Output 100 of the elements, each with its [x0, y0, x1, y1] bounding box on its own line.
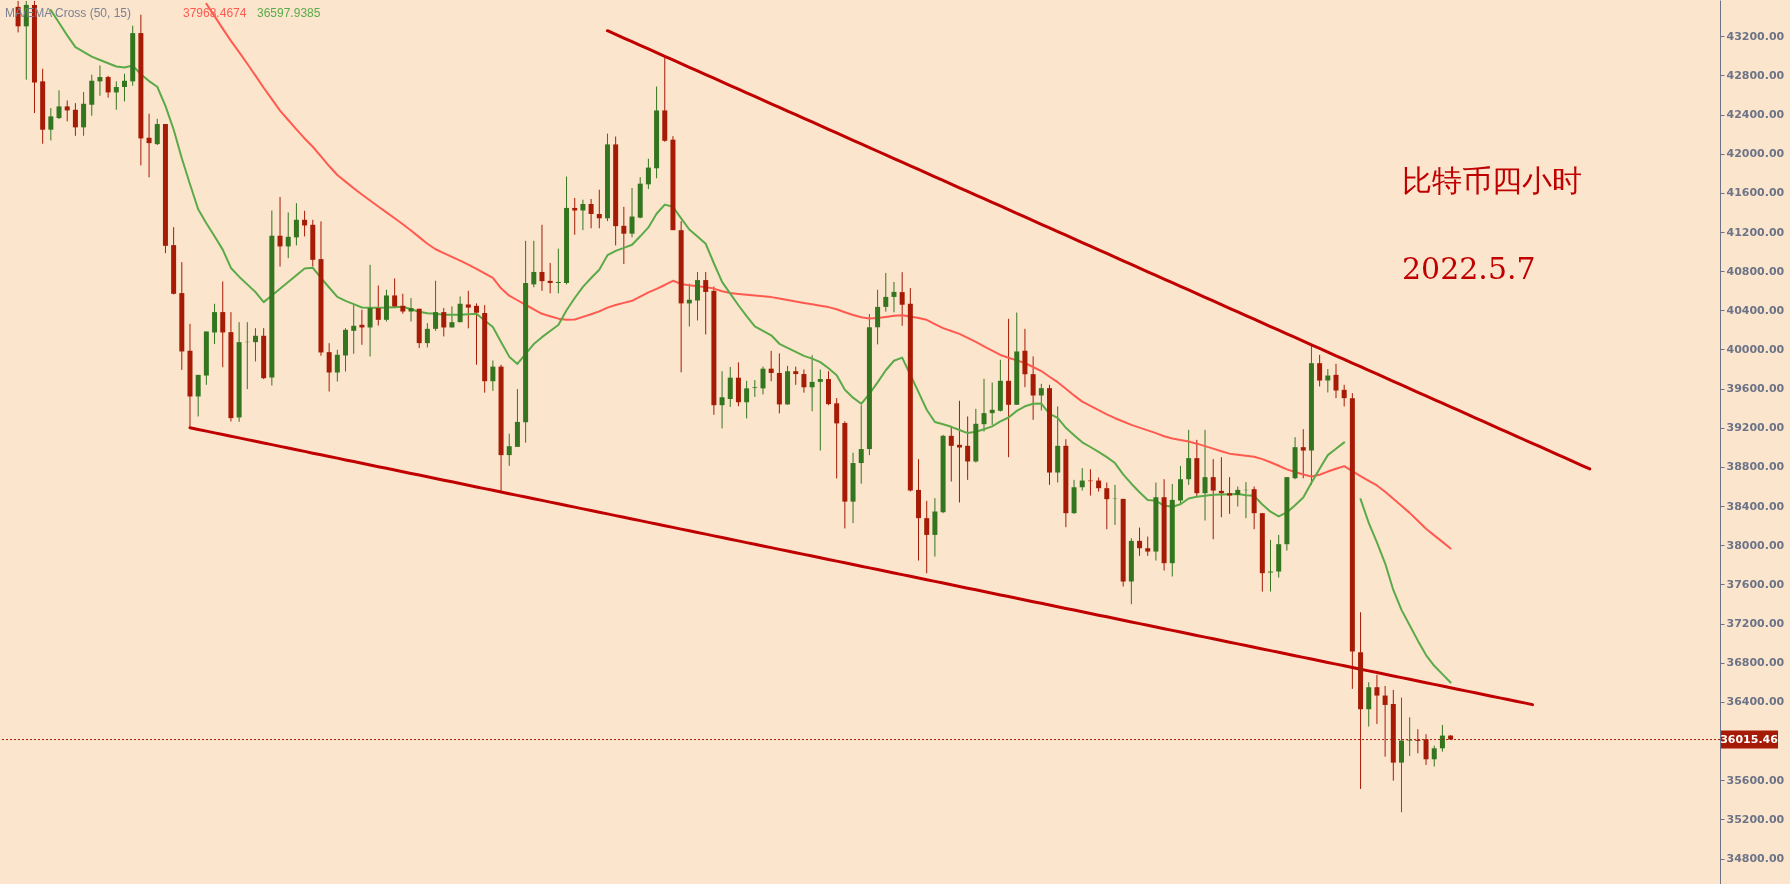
candlestick	[768, 350, 774, 382]
candlestick	[334, 349, 340, 382]
candlestick	[1366, 681, 1372, 728]
candlestick	[629, 187, 635, 238]
candlestick	[457, 295, 463, 323]
candlestick	[212, 303, 218, 345]
candlestick	[1317, 354, 1323, 387]
candlestick	[588, 198, 594, 229]
candlestick	[858, 404, 864, 485]
candlestick	[621, 206, 627, 265]
y-tick-label: 40000.00	[1726, 342, 1785, 356]
y-tick-label: 42800.00	[1726, 68, 1785, 82]
candlestick	[195, 374, 201, 417]
candlestick	[645, 158, 651, 190]
candlestick	[105, 75, 111, 99]
candlestick	[899, 271, 905, 327]
ref-line-label: 36015.46	[1720, 732, 1779, 746]
candlestick	[285, 211, 291, 259]
candlestick	[97, 64, 103, 97]
y-tick-label: 38000.00	[1726, 538, 1785, 552]
candlestick	[367, 264, 373, 357]
candlestick	[727, 366, 733, 408]
candlestick	[1145, 536, 1151, 557]
y-tick-label: 38400.00	[1726, 499, 1785, 513]
candlestick	[539, 224, 545, 292]
candlestick	[744, 380, 750, 419]
candlestick	[817, 368, 823, 452]
candlestick	[89, 74, 95, 117]
candlestick	[1006, 318, 1012, 458]
candlestick	[252, 327, 258, 362]
candlestick	[113, 80, 119, 111]
candlestick	[1341, 384, 1347, 407]
candlestick	[1038, 383, 1044, 411]
candlestick	[351, 304, 357, 355]
candlestick	[1186, 429, 1192, 486]
candlestick	[1439, 724, 1445, 753]
candlestick	[1177, 465, 1183, 506]
candlestick	[220, 280, 226, 368]
candlestick	[1251, 486, 1257, 530]
candlestick	[752, 379, 758, 398]
candlestick	[1374, 674, 1380, 725]
candlestick	[932, 497, 938, 558]
candlestick	[924, 500, 930, 574]
candlestick	[793, 366, 799, 386]
candlestick	[1333, 363, 1339, 399]
candlestick	[122, 73, 128, 102]
candlestick	[465, 290, 471, 329]
y-tick-label: 35200.00	[1726, 812, 1785, 826]
candlestick	[81, 91, 87, 137]
y-tick-label: 43200.00	[1726, 29, 1785, 43]
y-tick-label: 36800.00	[1726, 656, 1785, 670]
candlestick	[891, 281, 897, 313]
candlestick	[875, 289, 881, 345]
candlestick	[1210, 458, 1216, 540]
candlestick	[326, 342, 332, 392]
candlestick	[56, 89, 62, 120]
candlestick	[703, 271, 709, 335]
y-tick-label: 37600.00	[1726, 577, 1785, 591]
candlestick	[1227, 476, 1233, 515]
candlestick	[375, 284, 381, 326]
y-tick-label: 42000.00	[1726, 147, 1785, 161]
y-tick-label: 39200.00	[1726, 421, 1785, 435]
y-tick-label: 34800.00	[1726, 852, 1785, 866]
candlestick	[965, 415, 971, 481]
candlestick	[809, 354, 815, 412]
candlestick	[277, 196, 283, 267]
candlestick	[948, 425, 954, 483]
candlestick	[72, 102, 78, 137]
candlestick	[1300, 428, 1306, 479]
y-tick-label: 39600.00	[1726, 382, 1785, 396]
candlestick	[146, 113, 152, 178]
candlestick	[1079, 467, 1085, 492]
y-tick-label: 36400.00	[1726, 695, 1785, 709]
candlestick	[1398, 697, 1404, 813]
y-tick-label: 42400.00	[1726, 108, 1785, 122]
y-tick-label: 38800.00	[1726, 460, 1785, 474]
candlestick	[695, 271, 701, 322]
candlestick	[1022, 328, 1028, 388]
candlestick	[64, 99, 70, 122]
candlestick	[1104, 482, 1110, 530]
candlestick	[580, 199, 586, 231]
candlestick	[474, 302, 479, 366]
candlestick	[392, 277, 398, 309]
candlestick	[1137, 527, 1143, 557]
candlestick	[1030, 355, 1036, 421]
candlestick	[506, 433, 512, 467]
line-series	[188, 426, 1534, 707]
candlestick	[48, 107, 54, 141]
candlestick	[154, 118, 160, 146]
candlestick	[1431, 745, 1437, 768]
candlestick	[547, 262, 553, 294]
candlestick	[760, 366, 766, 395]
line-series	[605, 29, 1592, 471]
candlestick	[801, 368, 807, 394]
candlestick	[719, 370, 725, 429]
candlestick	[531, 240, 537, 288]
candlestick	[555, 248, 561, 294]
candlestick	[596, 189, 602, 229]
text: 比特币四小时	[1402, 163, 1582, 198]
y-tick-label: 35600.00	[1726, 773, 1785, 787]
